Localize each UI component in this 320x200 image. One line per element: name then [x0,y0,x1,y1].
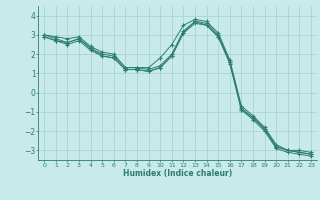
X-axis label: Humidex (Indice chaleur): Humidex (Indice chaleur) [123,169,232,178]
